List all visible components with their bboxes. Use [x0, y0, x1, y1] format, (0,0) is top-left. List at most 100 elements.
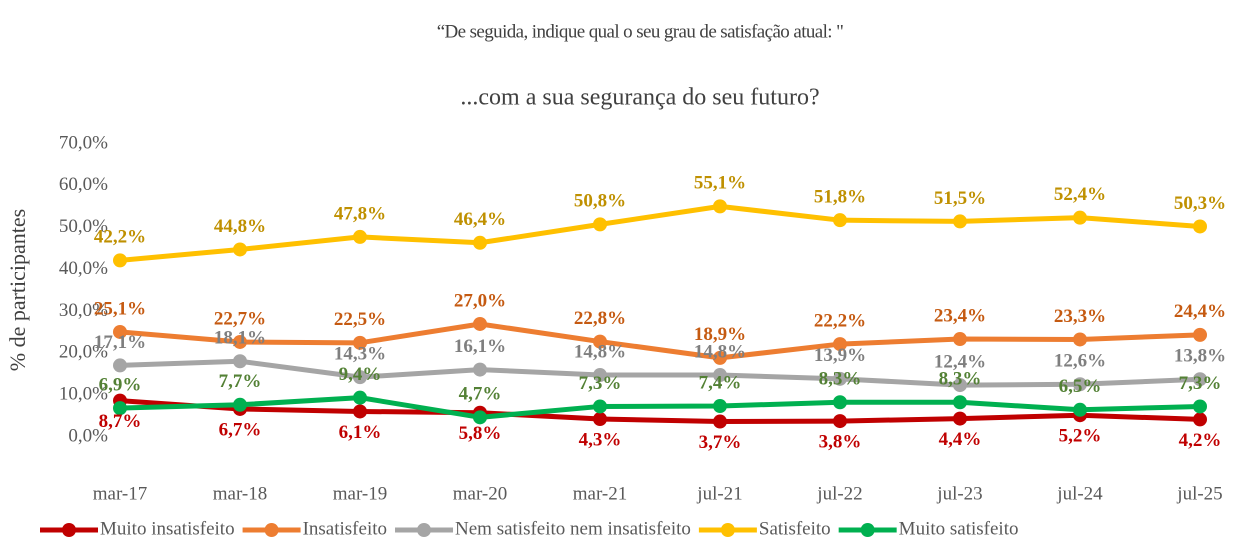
- data-label: 7,3%: [579, 373, 622, 394]
- data-point: [473, 362, 487, 377]
- y-tick-label: 0,0%: [68, 425, 108, 446]
- data-point: [593, 368, 607, 383]
- data-label: 12,6%: [1054, 351, 1106, 372]
- legend-marker: [417, 523, 432, 537]
- data-point: [113, 324, 127, 339]
- data-label: 4,3%: [579, 429, 622, 450]
- data-label: 14,3%: [334, 344, 386, 365]
- data-point: [233, 354, 247, 369]
- data-point: [1073, 210, 1087, 225]
- data-label: 6,7%: [219, 419, 262, 440]
- x-tick-label: jul-22: [816, 483, 862, 504]
- y-tick-label: 50,0%: [59, 216, 108, 237]
- data-point: [593, 399, 607, 414]
- data-point: [1193, 327, 1207, 342]
- data-point: [353, 404, 367, 419]
- data-point: [1073, 332, 1087, 347]
- data-label: 50,3%: [1174, 193, 1226, 214]
- data-label: 6,1%: [339, 422, 382, 443]
- data-point: [233, 334, 247, 349]
- legend-label: Muito insatisfeito: [100, 518, 235, 539]
- data-point: [833, 414, 847, 429]
- y-tick-label: 60,0%: [59, 174, 108, 195]
- data-label: 12,4%: [934, 351, 986, 372]
- x-tick-label: mar-19: [333, 483, 388, 504]
- data-point: [713, 350, 727, 365]
- data-point: [953, 411, 967, 426]
- data-label: 51,8%: [814, 187, 866, 208]
- data-label: 47,8%: [334, 203, 386, 224]
- x-tick-label: mar-20: [453, 483, 508, 504]
- data-point: [473, 410, 487, 425]
- legend-marker: [264, 523, 279, 537]
- data-point: [713, 368, 727, 383]
- data-label: 8,7%: [99, 411, 142, 432]
- data-point: [1193, 219, 1207, 234]
- data-label: 7,4%: [699, 372, 742, 393]
- chart-title: “De seguida, indique qual o seu grau de …: [437, 21, 844, 42]
- data-point: [713, 199, 727, 214]
- data-label: 18,1%: [214, 328, 266, 349]
- data-label: 52,4%: [1054, 184, 1106, 205]
- data-point: [953, 378, 967, 393]
- data-point: [1193, 399, 1207, 414]
- data-point: [593, 334, 607, 349]
- data-label: 9,4%: [339, 364, 382, 385]
- series-line: [119, 398, 1201, 425]
- data-point: [833, 213, 847, 228]
- x-tick-label: jul-23: [936, 483, 982, 504]
- data-label: 25,1%: [94, 298, 146, 319]
- data-point: [113, 401, 127, 416]
- data-point: [593, 412, 607, 427]
- legend-marker: [720, 523, 735, 537]
- data-point: [833, 337, 847, 352]
- data-point: [953, 395, 967, 410]
- data-label: 50,8%: [574, 191, 626, 212]
- data-label: 22,5%: [334, 309, 386, 330]
- x-tick-label: mar-17: [93, 483, 148, 504]
- data-label: 8,3%: [819, 369, 862, 390]
- legend-label: Insatisfeito: [303, 518, 387, 539]
- x-tick-label: mar-18: [213, 483, 268, 504]
- data-label: 46,4%: [454, 209, 506, 230]
- data-point: [1073, 377, 1087, 392]
- data-label: 16,1%: [454, 336, 506, 357]
- y-tick-label: 70,0%: [59, 132, 108, 153]
- data-label: 22,2%: [814, 310, 866, 331]
- data-label: 42,2%: [94, 227, 146, 248]
- data-point: [233, 242, 247, 257]
- y-tick-label: 30,0%: [59, 300, 108, 321]
- data-label: 23,3%: [1054, 306, 1106, 327]
- data-label: 6,9%: [99, 374, 142, 395]
- data-point: [713, 399, 727, 414]
- data-label: 24,4%: [1174, 301, 1226, 322]
- series-line: [119, 395, 1201, 420]
- y-axis-label: % de participantes: [5, 209, 30, 372]
- data-label: 3,8%: [819, 431, 862, 452]
- y-tick-label: 10,0%: [59, 384, 108, 405]
- data-point: [233, 397, 247, 412]
- legend-marker: [860, 523, 875, 537]
- series-line: [119, 358, 1201, 388]
- data-label: 22,8%: [574, 308, 626, 329]
- data-point: [113, 358, 127, 373]
- data-label: 7,3%: [1179, 373, 1222, 394]
- data-label: 4,7%: [459, 384, 502, 405]
- data-point: [593, 217, 607, 232]
- data-label: 5,2%: [1059, 426, 1102, 447]
- data-point: [833, 395, 847, 410]
- series-line: [119, 321, 1201, 361]
- legend-label: Satisfeito: [759, 518, 831, 539]
- data-label: 27,0%: [454, 290, 506, 311]
- data-point: [713, 414, 727, 429]
- data-point: [833, 371, 847, 386]
- data-label: 4,2%: [1179, 430, 1222, 451]
- data-label: 22,7%: [214, 308, 266, 329]
- data-label: 44,8%: [214, 216, 266, 237]
- legend-marker: [62, 523, 76, 537]
- data-point: [1193, 372, 1207, 387]
- data-label: 55,1%: [694, 173, 746, 194]
- x-tick-label: jul-24: [1056, 483, 1103, 504]
- x-tick-label: mar-21: [573, 483, 628, 504]
